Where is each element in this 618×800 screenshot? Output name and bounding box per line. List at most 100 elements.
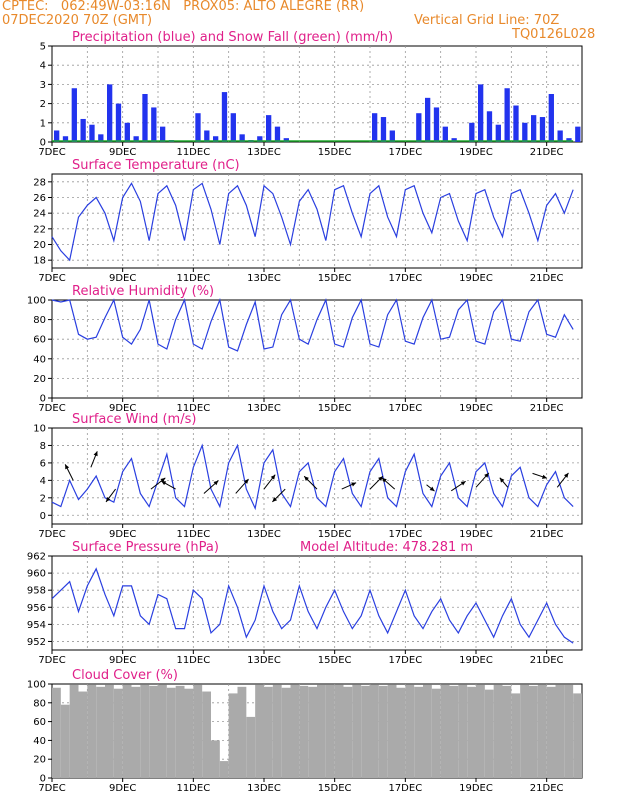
panel6-cloud-bar xyxy=(69,684,79,778)
panel4-wind-arrow-head xyxy=(161,481,167,486)
panel4-ytick-label: 0 xyxy=(40,511,46,522)
panel3-series-line xyxy=(51,297,574,352)
panel1-precip-bar xyxy=(80,118,86,142)
panel5-xtick-label: 17DEC xyxy=(388,655,422,666)
panel4-wind-arrow-head xyxy=(160,477,166,483)
panel6-cloud-bar xyxy=(219,761,229,778)
panel2-ytick-label: 28 xyxy=(33,177,46,188)
panel6-cloud-bar xyxy=(290,684,300,778)
panel4-title: Surface Wind (m/s) xyxy=(72,412,196,427)
panel6-cloud-bar xyxy=(52,687,61,778)
panel1-precip-bar xyxy=(478,84,484,142)
panel1-precip-bar xyxy=(416,113,422,142)
panel3-ytick-label: 80 xyxy=(33,315,46,326)
panel4-ytick-label: 2 xyxy=(40,493,46,504)
panel6-cloud-bar xyxy=(440,684,450,778)
panel4-xtick-label: 11DEC xyxy=(176,529,210,540)
panel1-precip-bar xyxy=(204,130,210,142)
panel1-precip-bar xyxy=(557,130,563,142)
panel4-ytick-label: 4 xyxy=(40,476,46,487)
panel6-xtick-label: 7DEC xyxy=(38,783,65,794)
panel4-wind-arrow-head xyxy=(304,476,309,482)
panel6-cloud-bar xyxy=(237,686,247,778)
panel6-cloud-bar xyxy=(405,684,415,778)
panel1-precip-bar xyxy=(107,84,113,142)
panel1-precip-bar xyxy=(425,97,431,142)
panel5-title: Surface Pressure (hPa) xyxy=(72,540,219,555)
panel5-annotation: Model Altitude: 478.281 m xyxy=(300,540,473,555)
panel3-xtick-label: 11DEC xyxy=(176,403,210,414)
panel2-xtick-label: 13DEC xyxy=(247,273,281,284)
panel3-xtick-label: 9DEC xyxy=(109,403,136,414)
panel4-ytick-label: 8 xyxy=(40,441,46,452)
panel6-cloud-bar xyxy=(352,684,362,778)
panel1-precip-bar xyxy=(442,126,448,142)
panel2-title: Surface Temperature (nC) xyxy=(72,158,240,173)
panel2-xtick-label: 11DEC xyxy=(176,273,210,284)
panel6-cloud-bar xyxy=(537,684,547,778)
panel1-ytick-label: 3 xyxy=(40,80,46,91)
panel6-xtick-label: 13DEC xyxy=(247,783,281,794)
panel1-precip-bar xyxy=(142,94,148,142)
panel6-cloud-bar xyxy=(414,686,423,778)
panel6-ytick-label: 80 xyxy=(33,698,46,709)
panel6-ytick-label: 60 xyxy=(33,717,46,728)
panel6-xtick-label: 17DEC xyxy=(388,783,422,794)
panel1-xtick-label: 13DEC xyxy=(247,147,281,158)
panel5-xtick-label: 21DEC xyxy=(530,655,564,666)
panel5-ytick-label: 960 xyxy=(27,569,46,580)
panel4-wind-arrow-head xyxy=(381,477,387,483)
panel6-cloud-bar xyxy=(158,684,167,778)
panel3-xtick-label: 19DEC xyxy=(459,403,493,414)
panel1-xtick-label: 7DEC xyxy=(38,147,65,158)
panel6-cloud-bar xyxy=(423,684,432,778)
panel6-cloud-bar xyxy=(493,684,503,778)
panel6-cloud-bar xyxy=(546,686,556,778)
panel5-series-line xyxy=(51,567,574,644)
panel2-ytick-label: 18 xyxy=(33,256,46,267)
panel1-precip-bar xyxy=(451,138,457,142)
panel1-precip-bar xyxy=(115,103,122,142)
panel6-cloud-bar xyxy=(387,684,397,778)
panel6-cloud-bar xyxy=(555,684,565,778)
panel1-precip-bar xyxy=(389,130,395,142)
panel3-title: Relative Humidity (%) xyxy=(72,284,214,299)
panel6-ytick-label: 100 xyxy=(27,680,46,691)
panel1-precip-bar xyxy=(54,130,60,142)
header-line3-right: TQ0126L028 xyxy=(512,27,596,42)
panel1-precip-bar xyxy=(266,115,272,142)
panel4-wind-arrow-head xyxy=(563,472,569,478)
panel6-cloud-bar xyxy=(78,691,88,778)
panel2-xtick-label: 7DEC xyxy=(38,273,65,284)
panel1-precip-bar xyxy=(380,117,387,142)
panel3-ytick-label: 100 xyxy=(27,296,46,307)
panel1-precip-bar xyxy=(539,117,546,142)
panel1-frame xyxy=(51,45,583,143)
panel4-frame xyxy=(51,427,583,525)
panel4-wind-arrow-head xyxy=(106,496,111,502)
panel6-cloud-bar xyxy=(334,684,344,778)
panel1-ytick-label: 0 xyxy=(40,138,46,149)
panel2-xtick-label: 9DEC xyxy=(109,273,136,284)
panel5-xtick-label: 7DEC xyxy=(38,655,65,666)
panel6-cloud-bar xyxy=(211,740,220,778)
panel4-wind-arrow-head xyxy=(351,482,357,487)
panel6-xtick-label: 19DEC xyxy=(459,783,493,794)
panel6-cloud-bar xyxy=(113,688,123,778)
panel1-precip-bar xyxy=(124,122,130,142)
panel6-cloud-bar xyxy=(458,684,468,778)
panel1-precip-bar xyxy=(239,134,245,142)
panel4-wind-arrow-head xyxy=(270,474,276,480)
panel1-precip-bar xyxy=(566,138,572,142)
panel2-ytick-label: 24 xyxy=(33,209,46,220)
panel1-precip-bar xyxy=(486,111,493,142)
panel6-cloud-bar xyxy=(96,686,105,778)
panel6-cloud-bar xyxy=(431,688,441,778)
panel4-ytick-label: 6 xyxy=(40,458,46,469)
panel2-ytick-label: 22 xyxy=(33,224,46,235)
panel3-xtick-label: 7DEC xyxy=(38,403,65,414)
panel4-wind-arrow-head xyxy=(460,481,466,486)
panel4-wind-arrow-head xyxy=(541,474,547,479)
panel3-ytick-label: 40 xyxy=(33,354,46,365)
